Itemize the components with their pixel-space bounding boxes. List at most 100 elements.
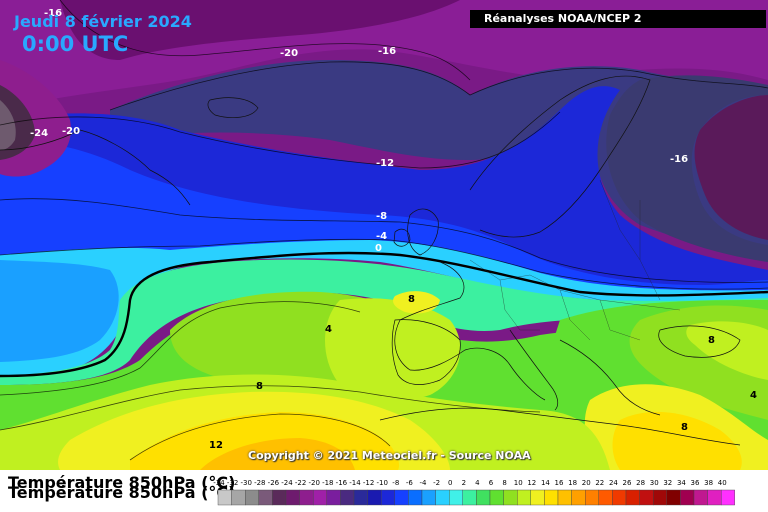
label-minus12: -12	[376, 158, 394, 169]
scale-swatch	[625, 489, 640, 506]
scale-swatch	[693, 489, 708, 506]
balkans-coast	[559, 339, 661, 416]
label-minus16-topleft: -16	[44, 8, 62, 19]
scale-swatch	[313, 489, 328, 506]
scale-swatch	[435, 489, 450, 506]
band-yellow-8a	[393, 291, 440, 314]
isotherm-minus4	[0, 238, 768, 290]
scale-tick-label: -34	[213, 479, 225, 487]
scale-tick-label: 28	[636, 479, 645, 487]
isotherm-minus16	[109, 61, 768, 111]
scale-tick-label: 20	[582, 479, 591, 487]
scale-tick-label: 6	[489, 479, 494, 487]
scale-tick-label: 14	[541, 479, 550, 487]
band-minus10	[0, 140, 768, 299]
scale-swatch	[585, 489, 600, 506]
scale-swatch	[421, 489, 436, 506]
legend-title: Température 850hPa (°C)	[8, 473, 236, 492]
contour-labels: -16 -20 -16 -24 -20 -12 -16 -8 -4 0 8 4 …	[30, 8, 757, 451]
band-light-blue-west	[0, 260, 119, 362]
scale-tick-label: 8	[502, 479, 506, 487]
scale-swatch	[612, 489, 627, 506]
scale-tick-label: 26	[623, 479, 632, 487]
black-sea-coast	[658, 325, 741, 358]
border-2	[499, 279, 540, 331]
label-plus4-east: 4	[750, 390, 757, 401]
scale-tick-label: -14	[349, 479, 361, 487]
label-plus12: 12	[209, 440, 223, 451]
isotherm-minus12	[0, 111, 561, 169]
isotherm-plus8	[0, 385, 541, 431]
scale-tick-label: 2	[462, 479, 466, 487]
scale-swatch	[244, 489, 259, 506]
label-plus4-atlantic: 4	[325, 324, 332, 335]
scale-swatch	[503, 489, 518, 506]
isotherm-minus20	[59, 0, 471, 81]
scale-tick-label: -24	[281, 479, 293, 487]
label-minus4: -4	[376, 231, 387, 242]
band-nw-core	[0, 100, 16, 150]
map-date: Jeudi 8 février 2024	[14, 12, 192, 31]
scale-swatch	[353, 489, 368, 506]
scale-swatch	[340, 489, 355, 506]
scale-tick-label: -10	[376, 479, 387, 487]
legend-title-shadow: Température 850hPa (°C)	[8, 483, 236, 502]
scale-swatch	[666, 489, 681, 506]
border-6	[599, 179, 641, 261]
scale-tick-label: 38	[704, 479, 713, 487]
scale-swatch	[367, 489, 382, 506]
isotherm-plus4	[0, 301, 361, 396]
label-plus8-se: 8	[681, 422, 688, 433]
scale-swatch	[598, 489, 613, 506]
africa-coast	[379, 407, 741, 446]
band-teal	[0, 259, 768, 385]
europe-coast	[394, 261, 546, 401]
scale-swatch	[571, 489, 586, 506]
label-minus24: -24	[30, 128, 48, 139]
band-cyan	[0, 240, 768, 376]
border-3	[559, 289, 591, 341]
scale-tick-label: 32	[663, 479, 672, 487]
scale-tick-label: -26	[268, 479, 280, 487]
scale-tick-label: -12	[363, 479, 374, 487]
scale-tick-label: 10	[514, 479, 523, 487]
scale-swatch	[680, 489, 695, 506]
band-ne-dark-purple	[694, 95, 768, 240]
scale-tick-label: 0	[448, 479, 452, 487]
ireland-coast	[393, 228, 411, 247]
border-4	[599, 299, 641, 341]
band-south-orange	[200, 438, 355, 470]
scale-swatch	[217, 489, 232, 506]
band-east-yellow	[686, 321, 768, 380]
scale-tick-label: -8	[392, 479, 399, 487]
scale-tick-label: -30	[240, 479, 251, 487]
scandinavia-coast	[469, 75, 651, 238]
isotherm-plus12	[129, 413, 391, 461]
temperature-map: -16 -20 -16 -24 -20 -12 -16 -8 -4 0 8 4 …	[0, 0, 768, 470]
iberia-coast	[391, 319, 461, 385]
map-time: 0:00 UTC	[22, 32, 129, 56]
scale-tick-label: 34	[677, 479, 686, 487]
scale-tick-label: -6	[406, 479, 414, 487]
band-ne-navy	[606, 75, 768, 262]
scale-tick-label: -18	[322, 479, 333, 487]
scale-swatch	[462, 489, 477, 506]
scale-swatch	[326, 489, 341, 506]
isotherm-minus8	[0, 198, 768, 283]
zero-isotherm	[0, 251, 768, 378]
italy-coast	[509, 329, 559, 411]
scale-tick-label: -28	[254, 479, 265, 487]
scale-swatch	[476, 489, 491, 506]
scale-swatch	[258, 489, 273, 506]
iceland-coast	[207, 97, 259, 118]
scale-swatch	[449, 489, 464, 506]
scale-swatch	[530, 489, 545, 506]
scale-swatch	[231, 489, 246, 506]
scale-swatch	[381, 489, 396, 506]
label-minus8: -8	[376, 211, 387, 222]
scale-swatch	[639, 489, 654, 506]
scale-tick-label: 40	[718, 479, 727, 487]
isotherms	[0, 0, 768, 461]
color-scale: -34 -32 -30 -28 -26 -24 -22 -20 -18 -16 -14 -12 -10-…	[213, 479, 736, 506]
coastlines	[0, 75, 741, 446]
